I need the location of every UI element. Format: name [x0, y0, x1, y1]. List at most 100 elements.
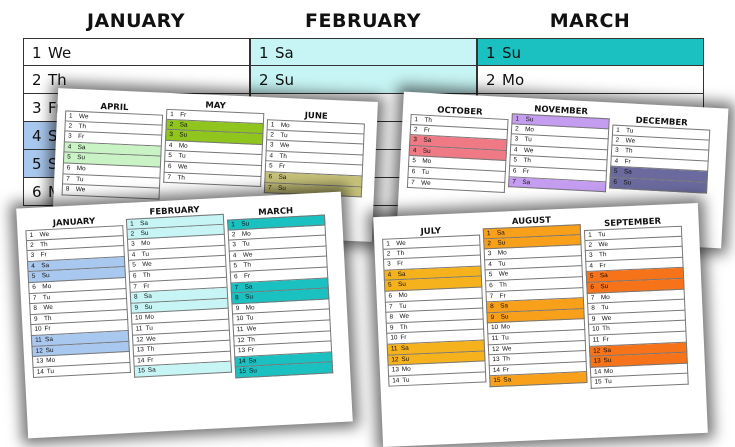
day-number: 6 [590, 283, 595, 291]
day-number: 11 [135, 325, 143, 333]
day-number: 3 [67, 132, 72, 140]
weekday-label: Mo [46, 356, 56, 365]
day-number: 6 [388, 292, 393, 300]
day-number: 11 [390, 345, 398, 353]
weekday-label: Sa [44, 335, 54, 344]
weekday-label: Mo [241, 230, 251, 238]
day-number: 2 [413, 125, 418, 133]
weekday-label: Su [179, 131, 188, 139]
day-number: 4 [32, 127, 42, 145]
weekday-label: Mo [500, 323, 511, 332]
weekday-label: Su [422, 147, 431, 155]
day-number: 9 [591, 315, 596, 323]
month-column: 1 Su 2 Mo 3 Tu 4 We 5 Th 6 Fr 7 Sa 8 Su 9 Mo 10 Tu 11 We 12 Th 1… [227, 214, 334, 379]
day-number: 10 [490, 324, 499, 332]
day-number: 3 [487, 250, 492, 258]
weekday-label: Fr [400, 334, 407, 342]
day-number: 2 [231, 230, 236, 239]
weekday-label: Th [177, 173, 186, 182]
weekday-label: Th [279, 152, 288, 160]
day-number: 2 [29, 241, 34, 249]
day-number: 4 [232, 251, 237, 260]
day-number: 11 [34, 336, 42, 344]
weekday-label: Mo [280, 121, 290, 130]
day-number: 3 [514, 135, 519, 143]
calendar-sheet-january-march: JANUARY 1 We 2 Th 3 Fr 4 Sa 5 Su 6 Mo 7 Tu 8 We 9 Th 10 Fr 11… [16, 191, 353, 439]
weekday-label: Th [598, 251, 607, 259]
day-number: 13 [593, 357, 601, 365]
weekday-label: Tu [501, 334, 509, 342]
month-heading-january: JANUARY [86, 10, 186, 32]
day-number: 9 [235, 304, 240, 313]
day-number: 1 [32, 44, 42, 62]
day-number: 2 [68, 122, 73, 130]
weekday-label: Fr [599, 261, 606, 270]
weekday-label: Mo [502, 71, 525, 89]
weekday-label: Th [43, 314, 52, 323]
weekday-label: Tu [524, 136, 532, 144]
day-number: 6 [489, 282, 493, 290]
day-number: 2 [259, 71, 269, 89]
day-number: 7 [66, 175, 70, 183]
day-number: 3 [387, 260, 391, 268]
day-number: 11 [592, 336, 600, 344]
weekday-label: Sa [599, 272, 608, 280]
day-number: 7 [234, 283, 239, 291]
weekday-label: Sa [244, 282, 253, 291]
day-number: 6 [268, 173, 273, 181]
weekday-label: We [420, 179, 431, 187]
day-number: 12 [391, 355, 399, 364]
weekday-label: We [78, 113, 89, 121]
weekday-label: We [146, 335, 156, 343]
day-number: 2 [487, 239, 492, 247]
weekday-label: Tu [76, 175, 84, 183]
weekday-label: Sa [139, 219, 149, 228]
day-number: 9 [33, 315, 38, 323]
month-heading-march: MARCH [549, 10, 631, 32]
day-number: 8 [133, 293, 138, 301]
weekday-label: Sa [41, 261, 50, 270]
day-number: 11 [491, 334, 499, 343]
weekday-label: Th [399, 323, 408, 331]
weekday-label: We [625, 136, 636, 145]
weekday-label: Mo [422, 158, 432, 166]
weekday-label: Mo [398, 291, 408, 300]
weekday-label: Sa [179, 121, 188, 129]
weekday-label: We [242, 251, 253, 259]
day-number: 14 [593, 368, 602, 376]
weekday-label: Th [247, 335, 256, 344]
weekday-label: Su [401, 355, 410, 363]
day-number: 15 [493, 377, 501, 385]
weekday-label: Tu [141, 250, 150, 258]
weekday-label: Su [525, 116, 534, 124]
weekday-label: Fr [77, 133, 85, 141]
weekday-label: Th [146, 345, 155, 354]
weekday-label: We [598, 240, 609, 248]
day-row: 1 Sa [250, 38, 477, 66]
day-number: 12 [491, 345, 500, 353]
day-number: 3 [614, 146, 619, 155]
month-column: 1 Tu 2 We 3 Th 4 Fr 5 Sa 6 Su [609, 124, 711, 194]
day-number: 4 [412, 146, 417, 155]
weekday-label: Fr [499, 292, 506, 300]
day-number: 9 [134, 304, 139, 312]
day-number: 6 [167, 162, 172, 171]
day-number: 3 [169, 131, 173, 139]
day-number: 6 [512, 167, 517, 175]
day-number: 14 [238, 357, 246, 365]
day-number: 8 [389, 313, 394, 321]
weekday-label: We [48, 44, 72, 62]
day-number: 5 [132, 261, 137, 270]
day-number: 6 [613, 178, 618, 186]
weekday-label: Tu [178, 152, 186, 161]
weekday-label: Tu [42, 293, 51, 301]
weekday-label: Th [78, 122, 87, 130]
weekday-label: We [279, 142, 290, 150]
day-number: 15 [137, 367, 146, 375]
weekday-label: Mo [141, 239, 151, 248]
weekday-label: Tu [421, 168, 430, 176]
weekday-label: Fr [247, 346, 255, 354]
day-number: 12 [237, 336, 245, 344]
weekday-label: Th [624, 147, 633, 155]
weekday-label: Tu [498, 260, 506, 268]
